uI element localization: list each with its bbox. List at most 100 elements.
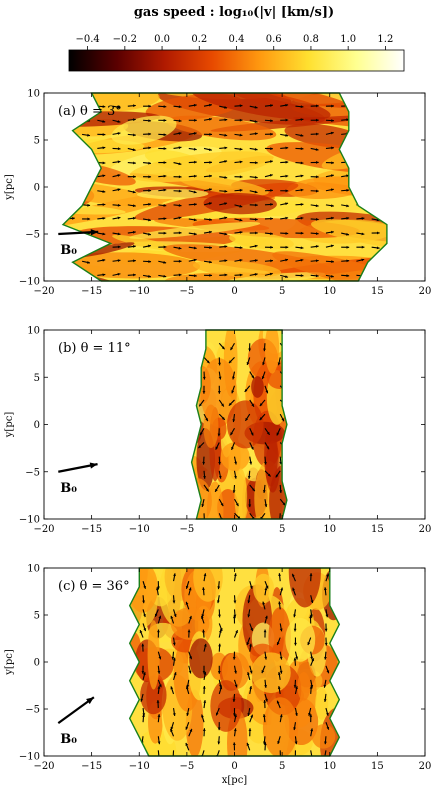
velocity-arrow-head <box>156 700 160 703</box>
speed-patch <box>220 442 250 471</box>
velocity-arrow-head <box>281 418 284 422</box>
velocity-arrow-head <box>208 148 212 152</box>
speed-patch <box>234 468 247 519</box>
velocity-arrow-head <box>377 231 380 235</box>
velocity-arrow-head <box>325 712 329 716</box>
y-tick-label: 5 <box>34 373 40 384</box>
velocity-arrow-head <box>285 216 289 220</box>
velocity-arrow-head <box>254 120 258 123</box>
velocity-arrow-head <box>133 133 136 137</box>
y-tick-label: 5 <box>34 611 40 622</box>
velocity-arrow-head <box>239 273 243 277</box>
velocity-arrow-head <box>163 260 167 264</box>
x-tick-label: 0 <box>231 761 237 772</box>
velocity-arrow-head <box>269 272 273 276</box>
y-tick-label: 0 <box>34 183 40 194</box>
velocity-arrow-head <box>141 643 145 647</box>
velocity-arrow-head <box>221 417 225 420</box>
velocity-arrow-head <box>323 699 327 702</box>
x-tick-label: 5 <box>279 286 285 297</box>
velocity-arrow-head <box>199 403 202 407</box>
velocity-arrow-head <box>232 699 236 702</box>
velocity-arrow-head <box>193 258 197 262</box>
velocity-arrow-head <box>173 573 176 577</box>
velocity-arrow-head <box>202 587 205 591</box>
speed-patch <box>285 617 316 662</box>
velocity-arrow-head <box>102 190 106 193</box>
velocity-arrow-head <box>234 684 238 688</box>
velocity-arrow-head <box>249 461 253 465</box>
velocity-arrow-head <box>331 161 334 165</box>
velocity-arrow-head <box>158 656 162 660</box>
y-tick-label: −10 <box>19 515 40 526</box>
velocity-arrow-head <box>140 698 144 702</box>
velocity-arrow-head <box>133 259 136 263</box>
velocity-arrow-head <box>173 672 177 676</box>
velocity-arrow-head <box>200 432 203 436</box>
velocity-arrow-head <box>163 245 167 249</box>
velocity-arrow-head <box>315 274 319 278</box>
velocity-arrow-head <box>186 713 190 716</box>
velocity-arrow-head <box>133 273 136 277</box>
velocity-arrow-head <box>170 726 174 730</box>
velocity-arrow-head <box>172 657 176 661</box>
velocity-arrow-head <box>293 657 297 661</box>
velocity-arrow-head <box>324 741 327 745</box>
velocity-arrow-head <box>157 586 160 590</box>
velocity-arrow-head <box>264 615 268 619</box>
velocity-arrow-head <box>294 741 298 745</box>
velocity-arrow-head <box>209 132 213 136</box>
colorbar-tick-label: 0.0 <box>154 34 170 45</box>
velocity-arrow-head <box>185 686 189 690</box>
velocity-arrow-head <box>232 742 236 746</box>
velocity-arrow-head <box>246 742 250 746</box>
velocity-arrow-head <box>187 629 191 633</box>
velocity-arrow-head <box>163 133 167 137</box>
velocity-arrow-head <box>285 103 289 107</box>
x-tick-label: −20 <box>33 286 54 297</box>
velocity-arrow-head <box>157 629 160 633</box>
velocity-arrow-head <box>224 245 228 249</box>
velocity-arrow-head <box>193 174 197 178</box>
velocity-arrow-head <box>264 504 268 508</box>
velocity-arrow-head <box>315 132 319 136</box>
velocity-arrow-head <box>132 148 136 152</box>
velocity-arrow-head <box>246 362 250 365</box>
field-arrow-head <box>89 462 98 469</box>
velocity-arrow-head <box>331 104 334 108</box>
velocity-arrow-head <box>331 260 334 264</box>
velocity-arrow-head <box>148 132 152 136</box>
velocity-arrow <box>201 750 205 756</box>
speed-patch <box>251 652 291 694</box>
velocity-arrow-head <box>224 259 228 263</box>
velocity-arrow-head <box>234 475 237 479</box>
speed-patch <box>203 404 219 449</box>
velocity-arrow-head <box>295 713 298 716</box>
velocity-arrow-head <box>248 348 252 352</box>
velocity-arrow-head <box>346 204 350 208</box>
velocity-arrow-head <box>217 391 221 394</box>
velocity-arrow-head <box>248 728 252 731</box>
velocity-arrow-head <box>300 203 304 206</box>
velocity-arrow-head <box>285 189 289 193</box>
velocity-arrow-head <box>346 274 350 278</box>
velocity-arrow-head <box>193 232 197 236</box>
velocity-arrow-head <box>198 445 202 449</box>
velocity-arrow-head <box>264 461 267 465</box>
velocity-arrow-head <box>263 629 267 633</box>
velocity-arrow-head <box>249 670 253 674</box>
velocity-arrow-head <box>139 630 143 634</box>
velocity-arrow-head <box>276 642 280 645</box>
field-label: B₀ <box>60 732 77 747</box>
velocity-arrow-head <box>205 418 208 422</box>
velocity-arrow-head <box>87 203 91 207</box>
velocity-arrow-head <box>250 446 254 450</box>
velocity-arrow-head <box>218 629 222 633</box>
velocity-arrow-head <box>189 728 193 732</box>
velocity-arrow-head <box>269 173 273 177</box>
velocity-arrow-head <box>265 585 269 589</box>
velocity-arrow-head <box>102 232 106 236</box>
velocity-arrow-head <box>330 188 334 192</box>
velocity-arrow-head <box>267 473 271 477</box>
velocity-arrow-head <box>270 245 273 249</box>
